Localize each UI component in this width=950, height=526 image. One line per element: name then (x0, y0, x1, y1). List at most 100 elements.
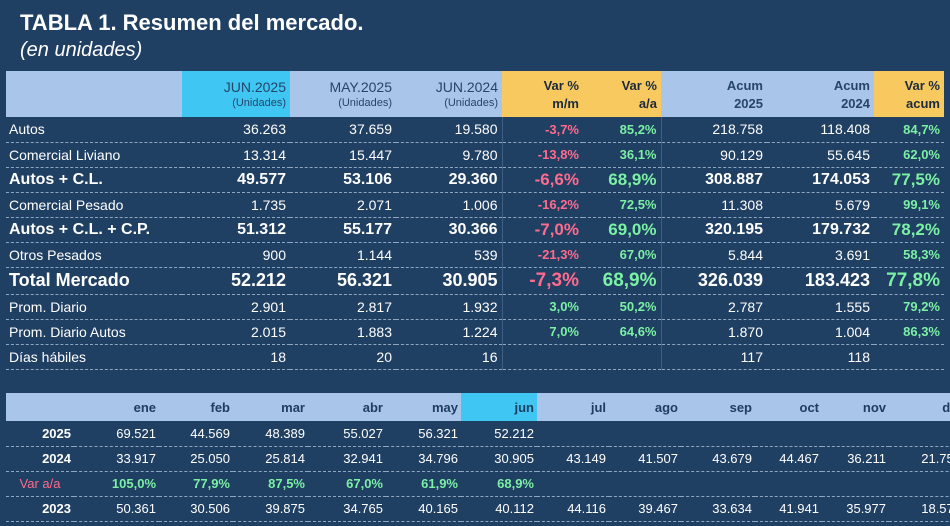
cell-var-acum: 62,0% (874, 142, 944, 168)
monthly-row-label: 2025 (6, 421, 74, 447)
monthly-cell: 40.165 (386, 496, 461, 522)
header-line2: acum (906, 95, 940, 111)
row-label: Autos + C.L. (6, 167, 182, 193)
cell-acum2024: 1.004 (767, 319, 874, 345)
month-header-ago: ago (609, 393, 681, 421)
summary-row: Prom. Diario 2.901 2.817 1.932 3,0% 50,2% 2.78… (6, 294, 944, 320)
monthly-row: 2023 50.361 30.506 39.875 34.765 40.165 40.112… (6, 496, 950, 522)
cell-jun2025: 52.212 (182, 267, 290, 295)
summary-row: Prom. Diario Autos 2.015 1.883 1.224 7,0% 64,… (6, 319, 944, 345)
month-header-dic: dic (889, 393, 950, 421)
monthly-cell (609, 471, 681, 497)
summary-row: Autos 36.263 37.659 19.580 -3,7% 85,2% 218.758… (6, 117, 944, 143)
monthly-cell: 40.112 (461, 496, 537, 522)
cell-jun2025: 18 (182, 344, 290, 370)
row-label: Días hábiles (6, 344, 182, 370)
cell-acum2025: 1.870 (660, 319, 767, 345)
header-line2: m/m (552, 95, 579, 111)
monthly-cell: 30.506 (159, 496, 233, 522)
cell-acum2024: 118.408 (767, 117, 874, 143)
cell-jun2025: 900 (182, 242, 290, 268)
monthly-cell: 55.027 (308, 421, 386, 447)
cell-may2025: 1.144 (290, 242, 396, 268)
monthly-cell (889, 421, 950, 447)
cell-may2025: 2.071 (290, 192, 396, 218)
header-var-acum: Var % acum (874, 71, 944, 117)
monthly-row: 2024 33.917 25.050 25.814 32.941 34.796 30.905… (6, 446, 950, 472)
row-label: Autos (6, 117, 182, 143)
row-label: Autos + C.L. + C.P. (6, 217, 182, 243)
cell-var-acum: 79,2% (874, 294, 944, 320)
cell-acum2024: 55.645 (767, 142, 874, 168)
month-header-may: may (386, 393, 461, 421)
cell-var-mm: -13,8% (501, 142, 583, 168)
monthly-cell (681, 421, 755, 447)
cell-var-aa: 69,0% (583, 217, 661, 243)
monthly-cell (889, 471, 950, 497)
cell-jun2024: 29.360 (396, 167, 502, 193)
monthly-cell: 34.765 (308, 496, 386, 522)
cell-var-mm: -16,2% (501, 192, 583, 218)
monthly-table: enefebmarabrmayjunjulagosepoctnovdic2025… (6, 393, 950, 522)
header-month: JUN.2024 (435, 78, 498, 95)
monthly-cell: 52.212 (461, 421, 537, 447)
monthly-cell: 39.467 (609, 496, 681, 522)
header-may2025: MAY.2025 (Unidades) (290, 71, 396, 117)
monthly-cell: 43.149 (537, 446, 609, 472)
cell-jun2025: 51.312 (182, 217, 290, 243)
monthly-cell: 39.875 (233, 496, 308, 522)
header-month: JUN.2025 (223, 78, 286, 95)
header-unit: (Unidades) (444, 96, 498, 109)
cell-jun2024: 1.006 (396, 192, 502, 218)
month-header-oct: oct (755, 393, 822, 421)
monthly-cell: 36.211 (822, 446, 889, 472)
cell-var-aa: 50,2% (583, 294, 661, 320)
cell-may2025: 37.659 (290, 117, 396, 143)
cell-var-mm: -3,7% (501, 117, 583, 143)
summary-header-row: JUN.2025 (Unidades) MAY.2025 (Unidades) … (6, 71, 944, 117)
header-line1: Acum (833, 77, 870, 93)
cell-may2025: 1.883 (290, 319, 396, 345)
cell-acum2025: 11.308 (660, 192, 767, 218)
header-blank (6, 71, 182, 117)
monthly-cell: 68,9% (461, 471, 537, 497)
market-summary-table: JUN.2025 (Unidades) MAY.2025 (Unidades) … (6, 71, 944, 370)
monthly-cell (609, 421, 681, 447)
monthly-cell: 32.941 (308, 446, 386, 472)
summary-row: Autos + C.L. 49.577 53.106 29.360 -6,6% 68,9%… (6, 167, 944, 193)
cell-var-aa: 36,1% (583, 142, 661, 168)
cell-jun2024: 539 (396, 242, 502, 268)
header-month: MAY.2025 (329, 78, 392, 95)
header-var-mm: Var % m/m (502, 71, 583, 117)
header-jun2025: JUN.2025 (Unidades) (182, 71, 290, 117)
monthly-cell: 69.521 (74, 421, 159, 447)
cell-jun2024: 30.905 (396, 267, 502, 295)
cell-jun2024: 1.932 (396, 294, 502, 320)
summary-row: Comercial Liviano 13.314 15.447 9.780 -13,8%… (6, 142, 944, 168)
cell-var-aa: 72,5% (583, 192, 661, 218)
header-unit: (Unidades) (232, 96, 286, 109)
month-header-row: enefebmarabrmayjunjulagosepoctnovdic (6, 393, 950, 421)
month-header-feb: feb (159, 393, 233, 421)
cell-may2025: 56.321 (290, 267, 396, 295)
cell-acum2025: 218.758 (660, 117, 767, 143)
month-header-mar: mar (233, 393, 308, 421)
row-label: Otros Pesados (6, 242, 182, 268)
monthly-cell: 50.361 (74, 496, 159, 522)
header-var-aa: Var % a/a (583, 71, 661, 117)
cell-may2025: 15.447 (290, 142, 396, 168)
cell-jun2025: 49.577 (182, 167, 290, 193)
monthly-cell: 21.758 (889, 446, 950, 472)
monthly-cell: 44.467 (755, 446, 822, 472)
cell-acum2024: 3.691 (767, 242, 874, 268)
row-label: Prom. Diario (6, 294, 182, 320)
cell-acum2024: 1.555 (767, 294, 874, 320)
header-line1: Var % (543, 77, 579, 93)
cell-acum2024: 174.053 (767, 167, 874, 193)
month-header-nov: nov (822, 393, 889, 421)
cell-var-acum: 58,3% (874, 242, 944, 268)
cell-var-mm: 7,0% (501, 319, 583, 345)
monthly-cell (822, 421, 889, 447)
monthly-cell: 30.905 (461, 446, 537, 472)
cell-var-acum: 77,5% (874, 167, 944, 193)
